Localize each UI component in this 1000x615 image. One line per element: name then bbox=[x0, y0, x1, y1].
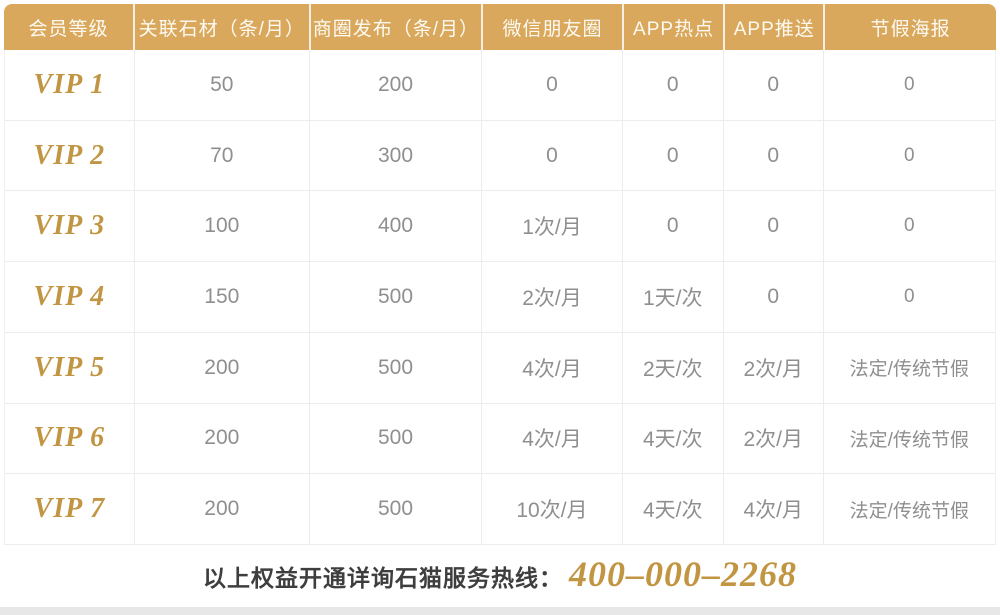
table-cell: 4次/月 bbox=[481, 403, 622, 474]
table-cell: 0 bbox=[481, 50, 622, 120]
header-member-level: 会员等级 bbox=[28, 18, 109, 40]
table-cell: 0 bbox=[722, 262, 823, 332]
footer-phone-number: 400–000–2268 bbox=[569, 554, 797, 594]
table-cell: 1次/月 bbox=[481, 191, 622, 262]
table-cell: 0 bbox=[722, 191, 823, 262]
footer: 以上权益开通详询石猫服务热线： 400–000–2268 bbox=[0, 545, 1000, 607]
table-cell: 50 bbox=[133, 50, 309, 120]
table-cell: 100 bbox=[133, 191, 309, 262]
vip-level: VIP 6 bbox=[33, 422, 106, 454]
table-cell: 200 bbox=[308, 50, 481, 120]
table-cell: 150 bbox=[133, 262, 309, 332]
table-cell: 0 bbox=[722, 120, 823, 191]
table-cell: 4次/月 bbox=[481, 332, 622, 403]
table-cell: 200 bbox=[133, 332, 309, 403]
table-row: VIP 6 200 500 4次/月 4天/次 2次/月 法定/传统节假 bbox=[5, 403, 995, 475]
table-cell: 0 bbox=[481, 120, 622, 191]
table-cell: 200 bbox=[133, 474, 309, 545]
vip-level: VIP 1 bbox=[33, 68, 106, 100]
table-cell: 400 bbox=[308, 191, 481, 262]
table-cell: 4天/次 bbox=[621, 403, 723, 474]
header-wechat-moments: 微信朋友圈 bbox=[481, 4, 622, 50]
table-row: VIP 2 70 300 0 0 0 0 bbox=[5, 120, 995, 192]
vip-level: VIP 3 bbox=[33, 210, 106, 242]
table-cell: 2次/月 bbox=[722, 332, 823, 403]
table-cell: 500 bbox=[308, 474, 481, 545]
table-cell: 0 bbox=[621, 191, 723, 262]
vip-level: VIP 7 bbox=[33, 493, 106, 525]
table-cell: 300 bbox=[308, 120, 481, 191]
table-cell: 70 bbox=[133, 120, 309, 191]
table-cell: 法定/传统节假 bbox=[822, 403, 995, 474]
table-cell: 0 bbox=[822, 191, 995, 262]
header-app-hotspot: APP热点 bbox=[621, 4, 723, 50]
table-cell: 500 bbox=[308, 262, 481, 332]
table-cell: 法定/传统节假 bbox=[822, 474, 995, 545]
header-district-posts: 商圈发布（条/月） bbox=[308, 4, 482, 50]
table-cell: 200 bbox=[133, 403, 309, 474]
table-cell: 0 bbox=[822, 120, 995, 191]
table-cell: 0 bbox=[822, 262, 995, 332]
table-cell: 0 bbox=[621, 50, 723, 120]
table-cell: 4次/月 bbox=[722, 474, 823, 545]
table-cell: 10次/月 bbox=[481, 474, 622, 545]
table-row: VIP 1 50 200 0 0 0 0 bbox=[5, 50, 995, 121]
header-app-push: APP推送 bbox=[723, 4, 823, 50]
footer-hotline-label: 以上权益开通详询石猫服务热线： bbox=[203, 565, 563, 591]
header-linked-stone: 关联石材（条/月） bbox=[132, 4, 309, 50]
table-cell: 0 bbox=[722, 50, 823, 120]
table-row: VIP 4 150 500 2次/月 1天/次 0 0 bbox=[5, 262, 995, 333]
table-cell: 0 bbox=[822, 50, 995, 120]
bottom-strip bbox=[0, 607, 1000, 615]
table-cell: 0 bbox=[621, 120, 723, 191]
table-cell: 法定/传统节假 bbox=[822, 332, 995, 403]
table-cell: 2次/月 bbox=[722, 403, 823, 474]
table-cell: 1天/次 bbox=[621, 262, 723, 332]
vip-level: VIP 5 bbox=[33, 351, 106, 383]
table-cell: 2次/月 bbox=[481, 262, 622, 332]
vip-level: VIP 4 bbox=[33, 281, 106, 313]
table-row: VIP 5 200 500 4次/月 2天/次 2次/月 法定/传统节假 bbox=[5, 332, 995, 404]
vip-level: VIP 2 bbox=[33, 139, 106, 171]
table-row: VIP 3 100 400 1次/月 0 0 0 bbox=[5, 191, 995, 263]
table-cell: 4天/次 bbox=[621, 474, 723, 545]
table-cell: 500 bbox=[308, 332, 481, 403]
table-header-row: 会员等级 关联石材（条/月） 商圈发布（条/月） 微信朋友圈 APP热点 APP… bbox=[4, 4, 996, 50]
table-body: VIP 1 50 200 0 0 0 0 VIP 2 70 300 0 0 0 … bbox=[4, 50, 996, 546]
table-cell: 2天/次 bbox=[621, 332, 723, 403]
header-holiday-poster: 节假海报 bbox=[823, 4, 996, 50]
table-cell: 500 bbox=[308, 403, 481, 474]
table-row: VIP 7 200 500 10次/月 4天/次 4次/月 法定/传统节假 bbox=[5, 474, 995, 546]
